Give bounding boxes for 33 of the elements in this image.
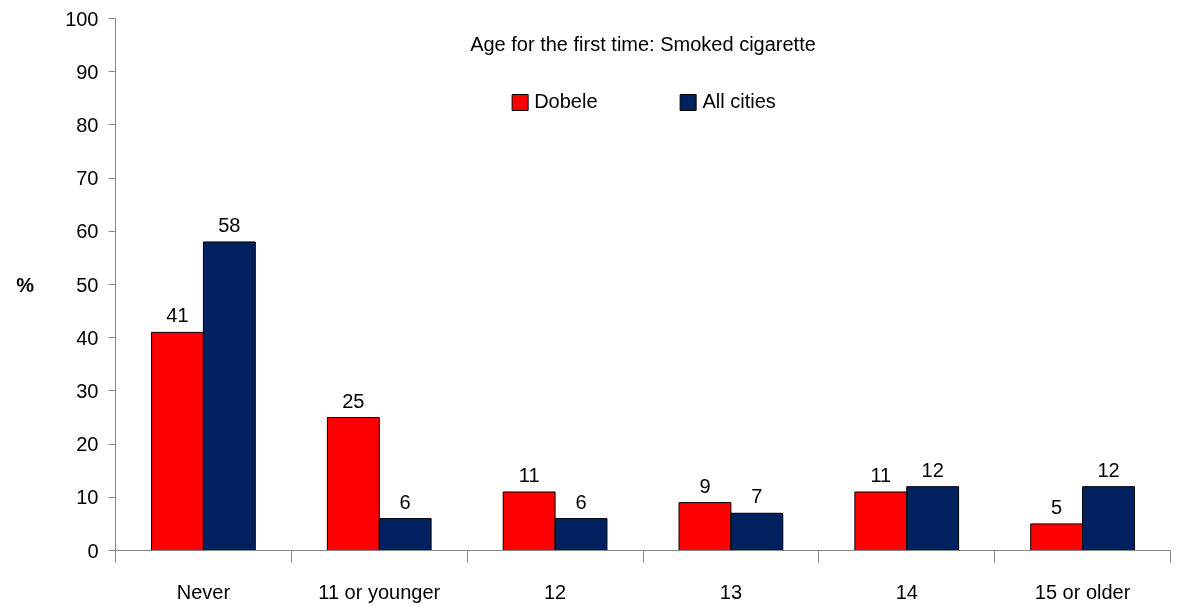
data-label: 7	[751, 485, 763, 508]
data-label: 11	[870, 463, 892, 486]
data-label: 6	[575, 490, 587, 513]
y-tick-label: 60	[76, 220, 99, 243]
y-tick-label: 100	[65, 7, 99, 30]
data-label: 11	[518, 463, 540, 486]
legend-label: All cities	[702, 90, 776, 113]
data-label: 9	[699, 474, 711, 497]
data-label: 41	[166, 304, 189, 327]
data-label: 25	[342, 389, 365, 412]
y-tick-label: 70	[76, 167, 99, 190]
y-tick-label: 90	[76, 60, 99, 83]
data-label: 58	[218, 213, 241, 236]
x-tick-label: 14	[895, 580, 918, 603]
x-tick-label: 13	[719, 580, 743, 603]
x-tick-label: 12	[543, 580, 567, 603]
y-tick-label: 40	[76, 326, 99, 349]
y-tick-label: 0	[87, 539, 99, 562]
legend-label: Dobele	[534, 90, 598, 113]
y-tick-label: 10	[76, 486, 99, 509]
x-tick-label: Never	[176, 580, 231, 603]
data-label: 5	[1051, 495, 1063, 518]
y-tick-label: 20	[76, 433, 99, 456]
y-tick-label: 30	[76, 379, 99, 402]
x-tick-label: 15 or older	[1034, 580, 1131, 603]
data-label: 6	[399, 490, 411, 513]
x-tick-label: 11 or younger	[318, 580, 441, 603]
data-label: 12	[921, 458, 944, 481]
data-label: 12	[1097, 458, 1120, 481]
y-axis-title: %	[16, 273, 35, 296]
y-tick-label: 50	[76, 273, 99, 296]
text: Age for the first time: Smoked cigarette	[470, 32, 816, 55]
y-tick-label: 80	[76, 113, 99, 136]
